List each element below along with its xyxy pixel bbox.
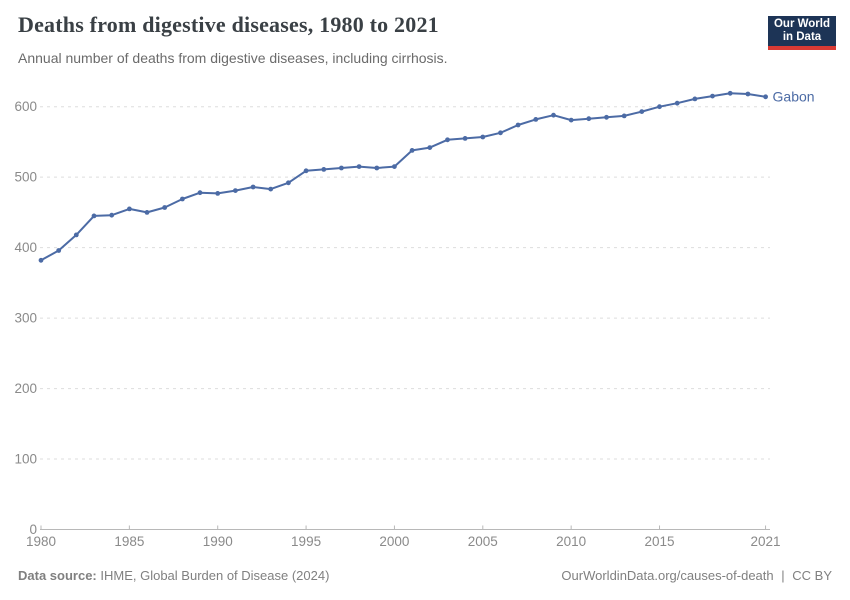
y-tick-label: 300 [14, 311, 37, 326]
data-point[interactable] [233, 188, 238, 194]
x-tick-label: 1990 [203, 534, 233, 549]
data-point[interactable] [445, 137, 450, 143]
data-point[interactable] [710, 93, 715, 99]
y-tick-label: 600 [14, 99, 37, 114]
trend-line[interactable] [40, 92, 767, 262]
data-point[interactable] [321, 167, 327, 172]
x-tick-label: 2021 [751, 534, 781, 549]
entity-label[interactable]: Gabon [773, 88, 815, 104]
x-tick-label: 1980 [26, 534, 56, 549]
data-point[interactable] [604, 114, 609, 120]
footer-divider: | [781, 568, 785, 583]
data-point[interactable] [427, 145, 433, 151]
data-point[interactable] [639, 109, 645, 114]
owid-logo-line1: Our World [773, 18, 830, 30]
data-point[interactable] [38, 257, 44, 263]
data-point[interactable] [356, 164, 362, 170]
x-tick-label: 2010 [556, 534, 586, 549]
data-point[interactable] [109, 212, 115, 218]
data-point[interactable] [727, 90, 733, 96]
y-tick-label: 400 [14, 240, 37, 255]
data-point[interactable] [197, 190, 203, 196]
data-point[interactable] [144, 210, 150, 215]
data-point[interactable] [568, 117, 574, 123]
data-point[interactable] [745, 91, 751, 97]
data-point[interactable] [551, 112, 556, 118]
footer-license: CC BY [792, 568, 832, 583]
data-point[interactable] [303, 168, 309, 174]
data-point[interactable] [586, 116, 592, 122]
data-point[interactable] [392, 164, 397, 170]
data-source-label: Data source: [18, 568, 97, 583]
x-tick-label: 2000 [379, 534, 409, 549]
data-point[interactable] [657, 104, 662, 110]
data-point[interactable] [339, 165, 344, 171]
y-tick-label: 200 [14, 381, 37, 396]
data-point[interactable] [91, 213, 97, 219]
footer-credits: OurWorldinData.org/causes-of-death | CC … [557, 568, 832, 583]
data-point[interactable] [498, 130, 503, 136]
data-point[interactable] [533, 117, 539, 122]
chart-title: Deaths from digestive diseases, 1980 to … [18, 12, 439, 37]
data-point[interactable] [286, 180, 291, 186]
data-point[interactable] [692, 96, 698, 102]
data-point[interactable] [480, 134, 486, 140]
owid-logo[interactable]: Our World in Data [768, 16, 836, 50]
footer-link[interactable]: OurWorldinData.org/causes-of-death [561, 568, 774, 583]
data-point[interactable] [180, 196, 185, 202]
y-tick-label: 500 [14, 170, 37, 185]
y-tick-label: 0 [29, 522, 37, 537]
data-point[interactable] [215, 191, 221, 196]
data-point[interactable] [73, 232, 79, 238]
data-point[interactable] [763, 94, 768, 100]
data-point[interactable] [409, 148, 415, 153]
data-point[interactable] [674, 100, 680, 106]
data-point[interactable] [126, 206, 132, 212]
x-tick-label: 1995 [291, 534, 321, 549]
data-point[interactable] [56, 248, 62, 253]
data-point[interactable] [268, 186, 274, 192]
x-tick-label: 1985 [114, 534, 144, 549]
owid-logo-line2: in Data [782, 31, 822, 43]
y-tick-label: 100 [14, 452, 37, 467]
data-point[interactable] [621, 113, 627, 119]
data-source: Data source: IHME, Global Burden of Dise… [18, 568, 329, 583]
chart-subtitle: Annual number of deaths from digestive d… [18, 50, 448, 66]
x-tick-label: 2005 [468, 534, 498, 549]
chart-footer: Data source: IHME, Global Burden of Dise… [18, 568, 832, 583]
data-point[interactable] [515, 122, 521, 128]
data-point[interactable] [250, 184, 256, 190]
data-point[interactable] [462, 136, 468, 141]
x-tick-label: 2015 [644, 534, 674, 549]
data-point[interactable] [162, 205, 168, 210]
data-point[interactable] [374, 165, 380, 171]
data-source-value: IHME, Global Burden of Disease (2024) [100, 568, 330, 583]
